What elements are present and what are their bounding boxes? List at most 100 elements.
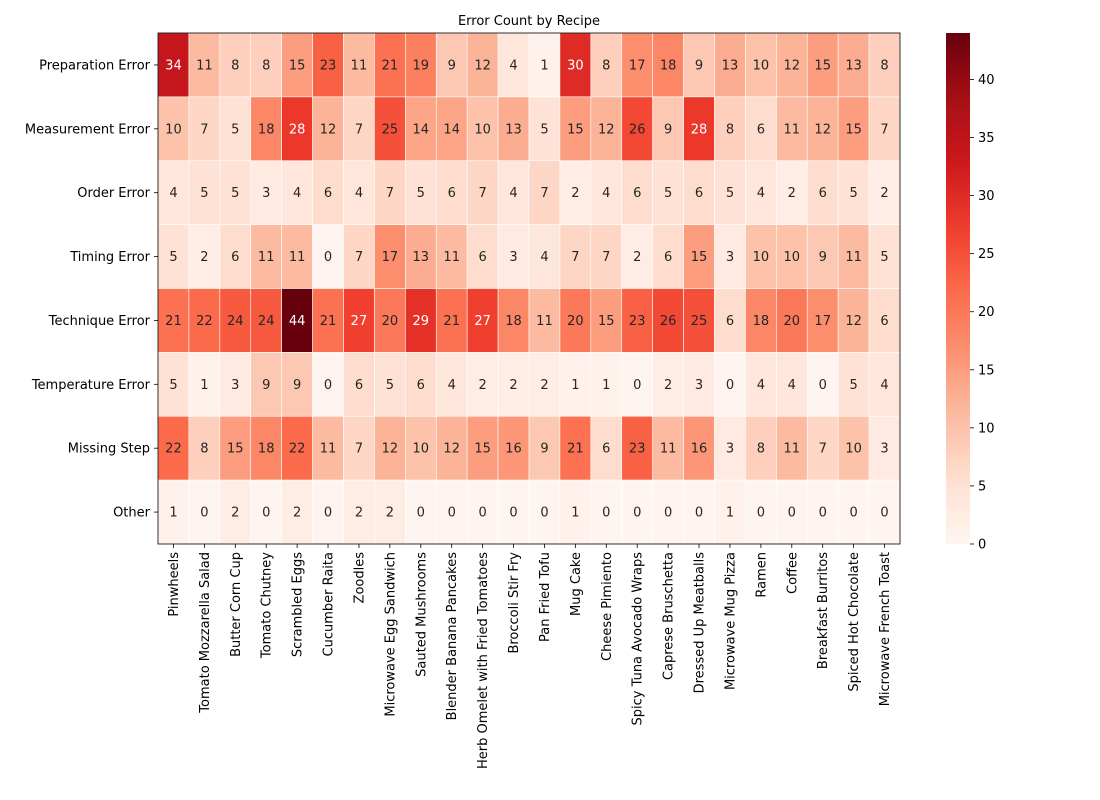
cell-value-label: 2 bbox=[293, 506, 301, 521]
cell-value-label: 6 bbox=[448, 186, 456, 201]
colorbar-tick-label: 35 bbox=[978, 131, 995, 146]
heatmap-cell bbox=[281, 415, 313, 481]
cell-value-label: 2 bbox=[386, 506, 394, 521]
cell-value-label: 4 bbox=[509, 186, 517, 201]
cell-value-label: 7 bbox=[478, 186, 486, 201]
heatmap-cell bbox=[435, 479, 468, 545]
colorbar-tick-label: 25 bbox=[978, 247, 995, 262]
cell-value-label: 4 bbox=[788, 378, 796, 393]
heatmap-cell bbox=[466, 352, 499, 417]
y-tick-label: Timing Error bbox=[69, 250, 150, 265]
heatmap-cell bbox=[466, 479, 499, 545]
cell-value-label: 16 bbox=[691, 442, 708, 457]
heatmap-cell bbox=[281, 224, 313, 289]
heatmap-cell bbox=[343, 479, 375, 545]
x-tick-label: Caprese Bruschetta bbox=[662, 552, 677, 680]
colorbar-tick-label: 5 bbox=[978, 479, 986, 494]
heatmap-cell bbox=[374, 479, 406, 545]
cell-value-label: 6 bbox=[664, 250, 672, 265]
cell-value-label: 10 bbox=[753, 58, 770, 73]
heatmap-cell bbox=[528, 224, 561, 289]
heatmap-cell bbox=[466, 415, 499, 481]
cell-value-label: 10 bbox=[413, 442, 430, 457]
heatmap-cell bbox=[219, 160, 252, 225]
colorbar-tick-label: 30 bbox=[978, 189, 995, 204]
cell-value-label: 2 bbox=[355, 506, 363, 521]
x-tick-label: Cheese Pimiento bbox=[600, 552, 615, 661]
heatmap-cell bbox=[435, 352, 468, 417]
heatmap-cell bbox=[776, 479, 808, 545]
heatmap-cell bbox=[250, 352, 282, 417]
plot-frame bbox=[157, 32, 901, 545]
heatmap-cell bbox=[497, 96, 530, 162]
heatmap-cell bbox=[652, 415, 684, 481]
cell-value-label: 3 bbox=[231, 378, 239, 393]
cell-value-label: 26 bbox=[660, 314, 677, 329]
cell-value-label: 7 bbox=[819, 442, 827, 457]
cell-value-label: 15 bbox=[227, 442, 244, 457]
heatmap-cell bbox=[683, 32, 715, 98]
cell-value-label: 4 bbox=[540, 250, 548, 265]
heatmap-cell bbox=[652, 32, 684, 98]
heatmap-cell bbox=[497, 415, 530, 481]
cell-value-label: 5 bbox=[849, 378, 857, 393]
heatmap-cell bbox=[157, 224, 190, 289]
cell-value-label: 11 bbox=[784, 122, 801, 137]
cell-value-label: 12 bbox=[845, 314, 862, 329]
heatmap-cell bbox=[714, 160, 746, 225]
heatmap-cell bbox=[621, 32, 653, 98]
cell-value-label: 9 bbox=[293, 378, 301, 393]
heatmap-cell bbox=[621, 415, 653, 481]
heatmap-cell bbox=[435, 224, 468, 289]
cell-value-label: 0 bbox=[262, 506, 270, 521]
cell-value-label: 8 bbox=[231, 58, 239, 73]
cell-value-label: 3 bbox=[880, 442, 888, 457]
y-tick-label: Other bbox=[113, 506, 151, 521]
cell-value-label: 6 bbox=[324, 186, 332, 201]
heatmap-cell bbox=[219, 96, 252, 162]
cell-value-label: 2 bbox=[880, 186, 888, 201]
cell-value-label: 21 bbox=[320, 314, 337, 329]
cell-value-label: 8 bbox=[602, 58, 610, 73]
cell-value-label: 21 bbox=[443, 314, 460, 329]
cell-value-label: 0 bbox=[200, 506, 208, 521]
heatmap-cell bbox=[312, 224, 344, 289]
heatmap-cell bbox=[250, 96, 282, 162]
cell-value-label: 2 bbox=[633, 250, 641, 265]
y-tick-label: Technique Error bbox=[48, 314, 151, 329]
heatmap-cell bbox=[312, 415, 344, 481]
heatmap-cell bbox=[714, 415, 746, 481]
cell-value-label: 4 bbox=[757, 378, 765, 393]
heatmap-cell bbox=[312, 32, 344, 98]
cell-value-label: 2 bbox=[231, 506, 239, 521]
x-tick-label: Tomato Mozzarella Salad bbox=[198, 552, 213, 714]
cell-value-label: 12 bbox=[382, 442, 399, 457]
cell-value-label: 9 bbox=[695, 58, 703, 73]
heatmap-cell bbox=[837, 479, 870, 545]
cell-value-label: 17 bbox=[629, 58, 646, 73]
heatmap-cell bbox=[559, 288, 592, 353]
x-tick-label: Ramen bbox=[754, 552, 769, 598]
cell-value-label: 1 bbox=[200, 378, 208, 393]
heatmap-cell bbox=[590, 96, 623, 162]
heatmap-cell bbox=[157, 352, 190, 417]
heatmap-cell bbox=[621, 224, 653, 289]
cell-value-label: 7 bbox=[355, 442, 363, 457]
x-tick-label: Breakfast Burritos bbox=[816, 552, 831, 669]
colorbar-gradient bbox=[946, 33, 970, 544]
cell-value-label: 9 bbox=[540, 442, 548, 457]
heatmap-cell bbox=[837, 224, 870, 289]
heatmap-cell bbox=[745, 160, 777, 225]
cell-value-label: 12 bbox=[474, 58, 491, 73]
cell-value-label: 19 bbox=[413, 58, 430, 73]
cell-value-label: 0 bbox=[602, 506, 610, 521]
cell-value-label: 15 bbox=[691, 250, 708, 265]
cell-value-label: 13 bbox=[505, 122, 522, 137]
heatmap-cell bbox=[683, 415, 715, 481]
heatmap-cell bbox=[405, 352, 437, 417]
heatmap-cell bbox=[374, 352, 406, 417]
heatmap-cell bbox=[837, 352, 870, 417]
x-tick-label: Dressed Up Meatballs bbox=[693, 552, 708, 694]
heatmap-cell bbox=[868, 288, 901, 353]
cell-value-label: 4 bbox=[757, 186, 765, 201]
